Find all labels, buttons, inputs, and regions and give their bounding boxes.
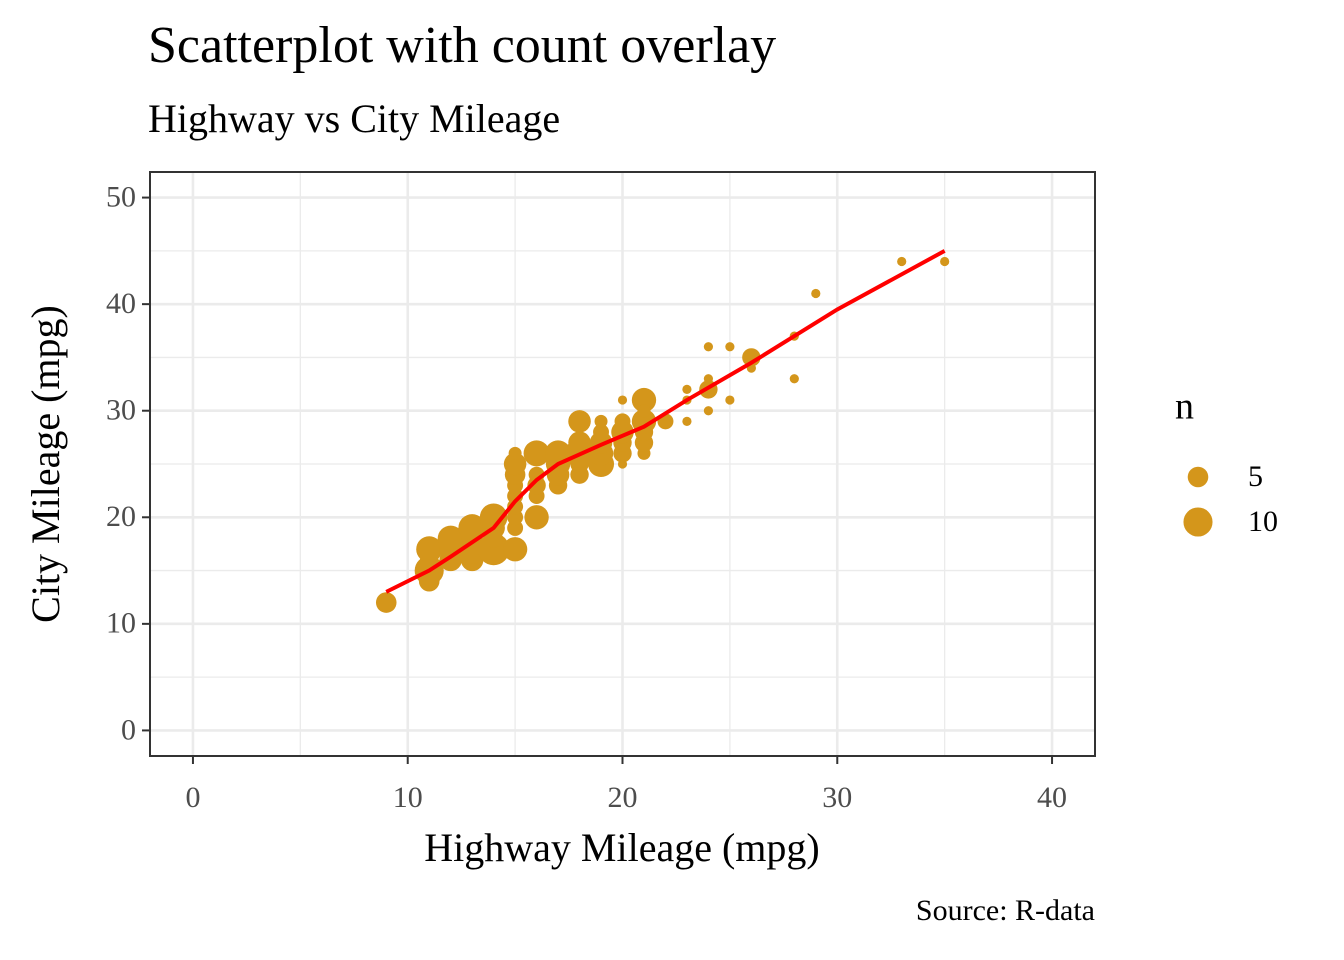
point (682, 384, 692, 395)
x-tick-label: 30 (822, 781, 852, 814)
y-tick-label: 50 (106, 180, 136, 213)
point (703, 406, 714, 416)
legend-label: 5 (1248, 460, 1263, 493)
point (725, 395, 735, 405)
point (631, 387, 657, 413)
legend-title: n (1175, 386, 1194, 428)
point (789, 374, 799, 384)
x-tick-label: 0 (185, 781, 200, 814)
point (508, 446, 522, 460)
point (811, 288, 821, 299)
legend-key (1187, 466, 1209, 488)
point (502, 537, 528, 562)
y-tick-label: 0 (121, 713, 136, 746)
y-tick-label: 40 (106, 287, 136, 320)
point (484, 529, 503, 548)
point (682, 416, 692, 426)
point (458, 514, 486, 542)
point (593, 424, 609, 440)
point (940, 256, 950, 267)
point (725, 342, 735, 352)
y-tick-label: 10 (106, 607, 136, 640)
x-tick-label: 20 (608, 781, 638, 814)
point (479, 503, 508, 532)
x-tick-label: 10 (393, 781, 423, 814)
point (568, 410, 591, 433)
point (703, 374, 714, 384)
caption: Source: R-data (916, 894, 1095, 927)
chart-subtitle: Highway vs City Mileage (148, 96, 560, 141)
point (416, 536, 443, 563)
chart-title: Scatterplot with count overlay (148, 17, 776, 74)
point (897, 256, 907, 267)
point (614, 413, 631, 430)
panel-border (149, 171, 1096, 757)
point (703, 342, 714, 352)
point (637, 404, 651, 418)
point (568, 431, 591, 454)
x-axis-title: Highway Mileage (mpg) (424, 825, 819, 870)
point (594, 414, 608, 428)
point (503, 452, 527, 476)
y-axis-title: City Mileage (mpg) (23, 305, 68, 623)
point (523, 440, 550, 467)
legend-key (1183, 507, 1213, 537)
smooth-line (385, 249, 946, 594)
x-tick-label: 40 (1037, 781, 1067, 814)
point (437, 525, 464, 552)
point (617, 395, 628, 405)
y-tick-label: 30 (106, 394, 136, 427)
legend-label: 10 (1248, 505, 1278, 538)
point (524, 505, 549, 530)
point (375, 592, 397, 613)
y-tick-label: 20 (106, 500, 136, 533)
